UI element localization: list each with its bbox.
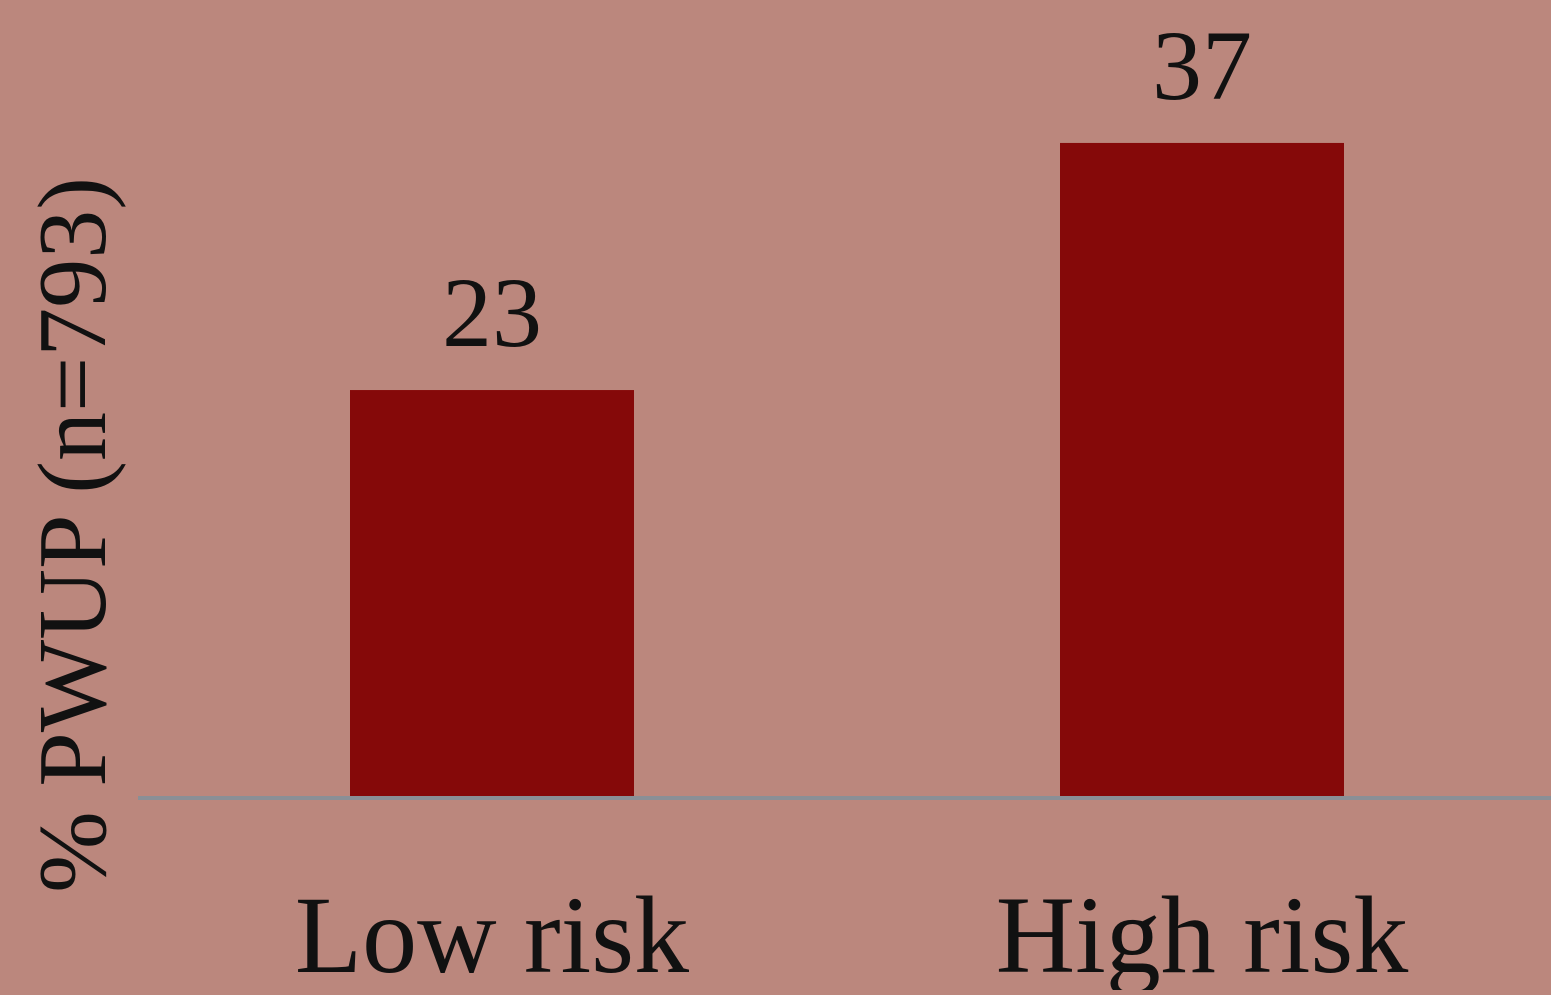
bar-high-risk [1060, 142, 1344, 796]
y-axis-label: % PWUP (n=793) [19, 177, 127, 893]
tick-labels-layer: Low risk High risk [295, 874, 1409, 995]
data-label-high-risk: 37 [1152, 10, 1252, 121]
x-tick-label-high-risk: High risk [996, 874, 1409, 990]
data-label-low-risk: 23 [442, 257, 542, 368]
bars-layer [350, 142, 1344, 796]
x-tick-label-low-risk: Low risk [295, 874, 689, 990]
labels-layer: 23 37 [442, 10, 1252, 368]
bar-low-risk [350, 390, 634, 796]
